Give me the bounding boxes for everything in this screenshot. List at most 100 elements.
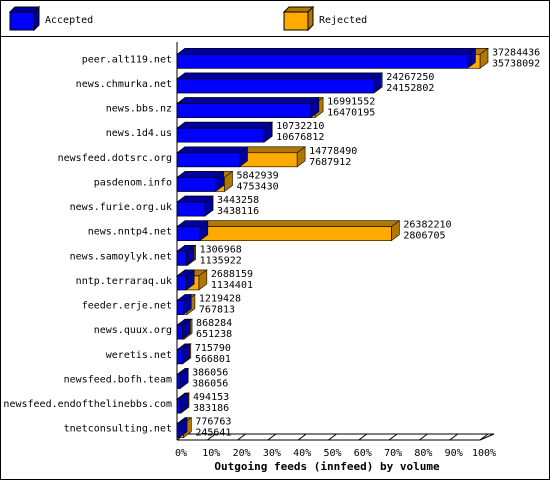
accepted-bar-front	[176, 78, 374, 94]
accepted-bar	[176, 121, 273, 143]
accepted-bar-top	[176, 48, 477, 55]
value-label: 715790	[195, 343, 231, 354]
rejected-bar-top	[176, 220, 401, 227]
value-label: 1135922	[200, 255, 242, 266]
value-label: 4753430	[236, 181, 278, 192]
x-tick-label: 50%	[323, 448, 341, 459]
value-label: 1134401	[211, 280, 253, 291]
accepted-bar-front	[176, 349, 182, 365]
accepted-bar-front	[176, 226, 201, 241]
value-label: 24267250	[386, 72, 434, 83]
value-label: 1219428	[199, 294, 241, 305]
accepted-bar-front	[176, 201, 206, 217]
value-label: 35738092	[492, 58, 540, 69]
accepted-bar-front	[176, 103, 312, 118]
y-tick-label: news.nntp4.net	[88, 227, 172, 238]
y-tick-label: newsfeed.endofthelinebbs.com	[3, 399, 172, 410]
x-tick-label: 80%	[414, 448, 432, 459]
x-tick	[358, 433, 368, 441]
x-tick	[479, 433, 489, 441]
accepted-bar-front	[176, 324, 183, 340]
x-tick-label: 60%	[354, 448, 372, 459]
value-label: 386056	[192, 367, 228, 378]
accepted-bar-front	[176, 127, 265, 143]
accepted-bar	[176, 367, 190, 390]
accepted-bar	[176, 47, 477, 69]
x-tick-label: 0%	[175, 448, 187, 459]
x-tick-label: 10%	[202, 448, 220, 459]
accepted-bar	[176, 244, 196, 266]
x-tick	[388, 433, 398, 441]
accepted-bar-front	[176, 374, 181, 389]
x-tick	[237, 433, 246, 441]
value-label: 16470195	[327, 108, 375, 119]
accepted-bar-top	[176, 121, 273, 129]
x-tick	[449, 433, 459, 441]
accepted-bar	[176, 392, 190, 414]
value-label: 37284436	[492, 47, 540, 58]
accepted-bar	[176, 72, 383, 94]
legend-item: Rejected	[282, 5, 367, 32]
legend-item: Accepted	[8, 5, 93, 32]
accepted-bar-front	[176, 177, 216, 192]
accepted-bar-top	[176, 146, 249, 154]
rejected-bar-front	[176, 226, 392, 241]
y-tick-label: pasdenom.info	[94, 177, 172, 188]
legend-label: Rejected	[319, 15, 367, 26]
x-tick-label: 40%	[293, 448, 311, 459]
accepted-bar-front	[176, 54, 468, 69]
value-label: 10676812	[276, 132, 324, 143]
accepted-bar	[176, 220, 209, 242]
y-tick-label: news.1d4.us	[106, 128, 172, 139]
x-axis-title: Outgoing feeds (innfeed) by volume	[214, 460, 440, 473]
x-tick	[207, 433, 216, 441]
value-label: 776763	[195, 417, 231, 428]
value-label: 16991552	[327, 97, 375, 108]
y-tick-label: news.samoylyk.net	[70, 251, 172, 262]
y-tick-label: news.bbs.nz	[106, 104, 172, 115]
value-label: 767813	[199, 305, 235, 316]
y-tick-label: weretis.net	[106, 350, 172, 361]
x-tick-label: 100%	[472, 448, 496, 459]
accepted-bar-top	[176, 97, 320, 104]
legend-swatch	[9, 11, 35, 31]
accepted-bar-front	[176, 251, 187, 266]
accepted-bar	[176, 293, 193, 316]
value-label: 14778490	[309, 146, 357, 157]
legend-swatch	[283, 11, 309, 31]
value-label: 10732210	[276, 121, 324, 132]
value-label: 24152802	[386, 83, 434, 94]
y-tick-label: nntp.terraraq.uk	[76, 276, 172, 287]
y-tick-label: peer.alt119.net	[82, 54, 172, 65]
y-tick-label: news.quux.org	[94, 325, 172, 336]
x-tick-label: 70%	[384, 448, 402, 459]
accepted-bar-front	[176, 275, 187, 291]
accepted-bar-front	[176, 398, 181, 414]
value-label: 386056	[192, 378, 228, 389]
value-label: 26382210	[403, 220, 451, 231]
y-tick-label: news.furie.org.uk	[70, 202, 172, 213]
legend-swatch-side	[307, 5, 314, 32]
x-tick-label: 30%	[263, 448, 281, 459]
value-label: 7687912	[309, 157, 351, 168]
accepted-bar-front	[176, 300, 184, 315]
x-tick	[297, 433, 307, 441]
x-axis-edge	[479, 433, 495, 441]
x-tick	[328, 433, 337, 441]
value-label: 868284	[196, 318, 232, 329]
value-label: 3443258	[217, 195, 259, 206]
y-tick-label: news.chmurka.net	[76, 79, 172, 90]
x-tick	[419, 433, 428, 441]
accepted-bar-top	[176, 72, 383, 80]
value-label: 245641	[195, 428, 231, 439]
value-label: 566801	[195, 354, 231, 365]
y-tick-label: newsfeed.bofh.team	[64, 374, 172, 385]
x-tick-label: 90%	[445, 448, 463, 459]
value-label: 494153	[193, 392, 229, 403]
accepted-bar	[176, 146, 249, 168]
accepted-bar	[176, 195, 214, 217]
accepted-bar	[176, 269, 196, 291]
x-tick-label: 20%	[233, 448, 251, 459]
value-label: 2688159	[211, 269, 253, 280]
